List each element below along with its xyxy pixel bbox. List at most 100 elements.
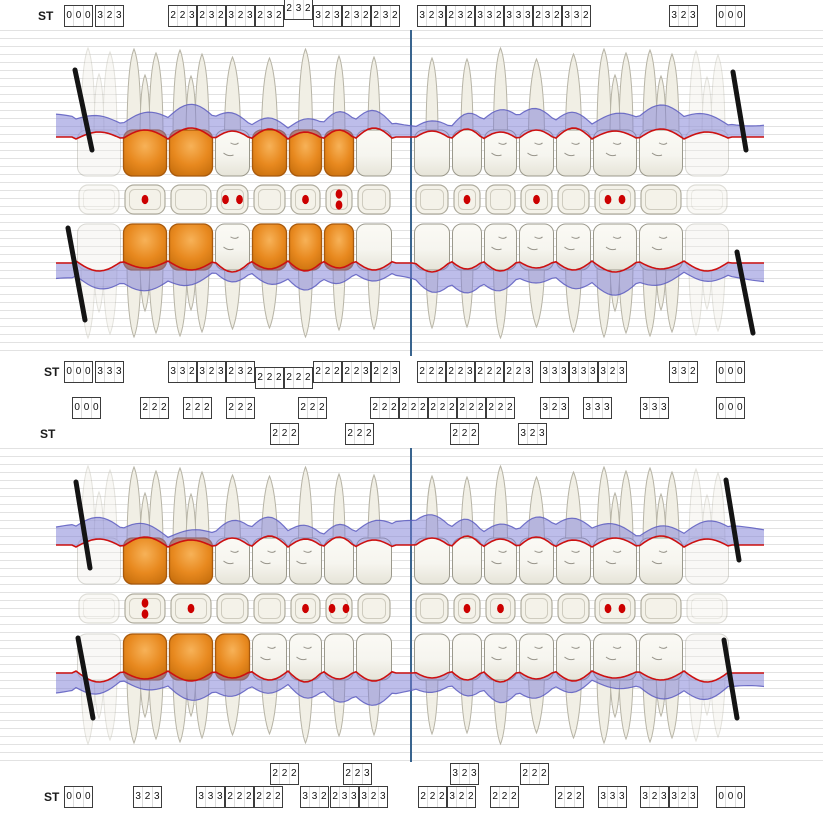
occlusal-tooth-10[interactable]: [453, 593, 481, 624]
tooth-lower-lingual-3[interactable]: [168, 466, 214, 585]
occlusal-tooth-8[interactable]: [357, 593, 391, 624]
occlusal-tooth-14[interactable]: [594, 184, 636, 215]
occlusal-tooth-5[interactable]: [253, 593, 286, 624]
occlusal-tooth-1[interactable]: [78, 184, 120, 215]
occlusal-tooth-10[interactable]: [453, 184, 481, 215]
tooth-upper-buccal-9[interactable]: [414, 56, 450, 177]
occlusal-tooth-6[interactable]: [290, 593, 321, 624]
tooth-upper-buccal-5[interactable]: [251, 56, 288, 177]
occlusal-tooth-11[interactable]: [485, 593, 516, 624]
tooth-upper-buccal-14[interactable]: [593, 47, 637, 177]
tooth-upper-buccal-6[interactable]: [288, 47, 323, 177]
occlusal-tooth-11[interactable]: [485, 184, 516, 215]
occlusal-tooth-9[interactable]: [415, 184, 449, 215]
occlusal-tooth-13[interactable]: [557, 593, 590, 624]
occlusal-tooth-8[interactable]: [357, 184, 391, 215]
occlusal-tooth-2[interactable]: [124, 593, 166, 624]
occlusal-tooth-3[interactable]: [170, 184, 212, 215]
tooth-lower-buccal-8[interactable]: [356, 633, 392, 737]
occlusal-tooth-4[interactable]: [216, 184, 249, 215]
tooth-upper-buccal-16[interactable]: [685, 49, 729, 177]
occlusal-tooth-2[interactable]: [124, 184, 166, 215]
occlusal-tooth-16[interactable]: [686, 184, 728, 215]
occlusal-tooth-1[interactable]: [78, 593, 120, 624]
occlusal-tooth-12[interactable]: [520, 593, 553, 624]
occlusal-tooth-4[interactable]: [216, 593, 249, 624]
occlusal-tooth-7[interactable]: [325, 593, 353, 624]
occlusal-tooth-15[interactable]: [640, 184, 682, 215]
occlusal-tooth-16[interactable]: [686, 593, 728, 624]
occlusal-tooth-6[interactable]: [290, 184, 321, 215]
occlusal-tooth-15[interactable]: [640, 593, 682, 624]
occlusal-tooth-12[interactable]: [520, 184, 553, 215]
occlusal-tooth-14[interactable]: [594, 593, 636, 624]
